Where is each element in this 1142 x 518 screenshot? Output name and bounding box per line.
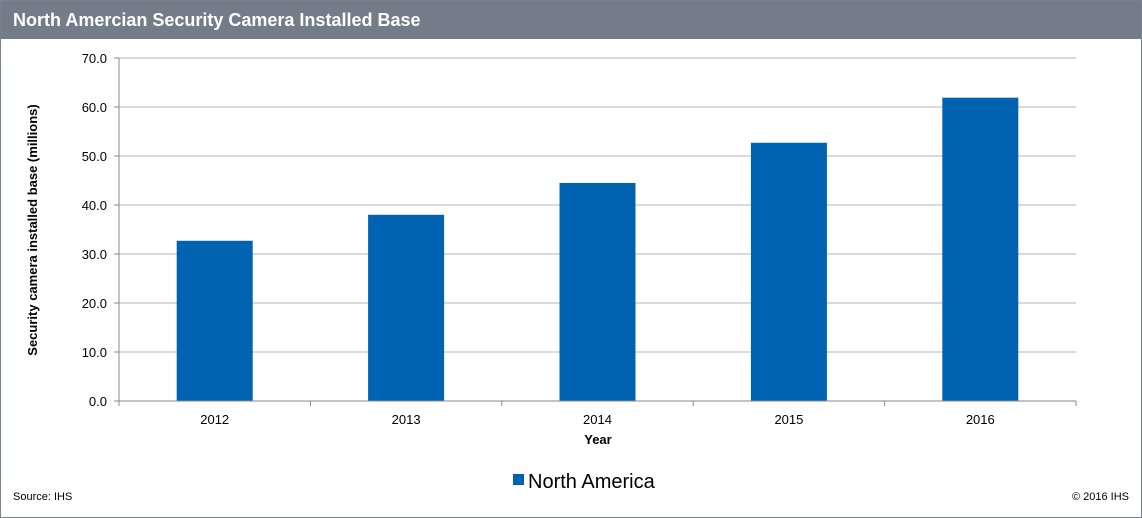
x-tick-label: 2016 — [966, 412, 995, 427]
x-axis: 2012 2013 2014 2015 2016 — [118, 58, 1077, 427]
bars — [176, 97, 1019, 401]
legend: North America — [513, 471, 656, 493]
legend-swatch — [513, 474, 524, 485]
y-tick-label: 40.0 — [82, 198, 107, 213]
copyright-note: © 2016 IHS — [1071, 491, 1129, 503]
y-tick-label: 60.0 — [82, 100, 107, 115]
y-tick-label: 20.0 — [82, 296, 107, 311]
y-axis-ticks: 0.0 10.0 20.0 30.0 40.0 50.0 60.0 70.0 — [82, 51, 119, 409]
y-axis-label: Security camera installed base (millions… — [25, 104, 40, 355]
legend-label: North America — [528, 471, 656, 493]
bar-2013 — [368, 214, 445, 401]
bar-2016 — [942, 97, 1019, 401]
y-tick-label: 70.0 — [82, 51, 107, 66]
x-axis-label: Year — [584, 432, 611, 447]
y-tick-label: 10.0 — [82, 345, 107, 360]
y-tick-label: 0.0 — [89, 394, 107, 409]
x-tick-label: 2012 — [200, 412, 229, 427]
bar-2012 — [176, 240, 253, 401]
x-tick-label: 2013 — [392, 412, 421, 427]
y-tick-label: 50.0 — [82, 149, 107, 164]
source-note: Source: IHS — [13, 491, 73, 503]
bar-2014 — [559, 182, 636, 401]
x-tick-label: 2014 — [583, 412, 612, 427]
x-tick-label: 2015 — [774, 412, 803, 427]
bar-2015 — [750, 142, 827, 401]
chart-title: North Amercian Security Camera Installed… — [1, 1, 1141, 39]
y-tick-label: 30.0 — [82, 247, 107, 262]
